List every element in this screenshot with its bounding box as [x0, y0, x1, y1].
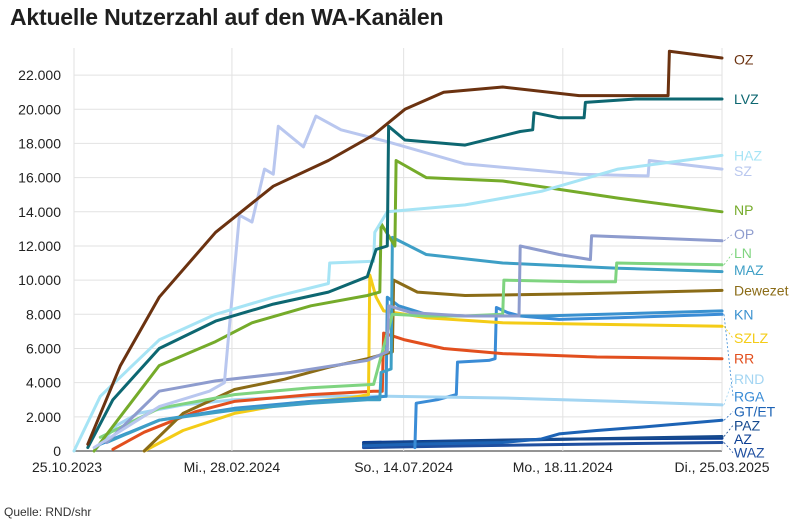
series-line-szlz [142, 273, 724, 453]
y-axis-tick-labels: 0 2.000 4.000 6.000 8.000 10.000 12.000 14.000 1… [18, 67, 61, 459]
x-tick-label: Mi., 28.02.2024 [184, 459, 281, 475]
series-label-leader [723, 314, 734, 397]
series-line-kn [98, 295, 724, 446]
series-line-gt-et [362, 418, 724, 448]
series-label: RGA [734, 388, 765, 404]
series-label-leader [723, 326, 734, 339]
series-label-leader [723, 379, 734, 405]
series-label-leader [723, 411, 734, 421]
series-label: RR [734, 351, 754, 367]
series-label: LVZ [734, 91, 759, 107]
y-tick-label: 14.000 [18, 204, 61, 220]
y-tick-label: 10.000 [18, 272, 61, 288]
y-tick-label: 12.000 [18, 238, 61, 254]
series-line-rr [111, 331, 724, 451]
series-label-leader [723, 425, 734, 437]
series-label: LN [734, 245, 752, 261]
series-label: MAZ [734, 262, 764, 278]
series-label-leader [723, 233, 734, 242]
series-line-sz [92, 114, 724, 450]
series-label: WAZ [734, 445, 765, 461]
y-tick-label: 16.000 [18, 170, 61, 186]
y-tick-label: 0 [53, 443, 61, 459]
series-label: KN [734, 306, 753, 322]
y-tick-label: 6.000 [26, 340, 61, 356]
series-label: RND [734, 371, 764, 387]
series-label-leader [723, 442, 734, 453]
series-label: NP [734, 202, 753, 218]
x-tick-label: 25.10.2023 [32, 459, 102, 475]
x-tick-label: So., 14.07.2024 [354, 459, 453, 475]
series-label: SZLZ [734, 330, 769, 346]
series-line-haz [72, 153, 724, 453]
y-tick-label: 2.000 [26, 409, 61, 425]
series-label: GT/ET [734, 404, 776, 420]
series-lines [72, 49, 724, 453]
series-label: OP [734, 226, 754, 242]
series-label: AZ [734, 431, 752, 447]
x-axis-tick-labels: 25.10.2023 Mi., 28.02.2024 So., 14.07.2024… [32, 459, 770, 475]
series-label: Dewezet [734, 282, 789, 298]
series-label: PAZ [734, 417, 761, 433]
grid-lines [73, 48, 723, 452]
series-line-np [92, 159, 724, 453]
series-label-leader [723, 252, 734, 265]
y-tick-label: 20.000 [18, 101, 61, 117]
chart-title: Aktuelle Nutzerzahl auf den WA-Kanälen [10, 4, 444, 30]
x-tick-label: Di., 25.03.2025 [675, 459, 770, 475]
x-tick-label: Mo., 18.11.2024 [513, 459, 613, 475]
series-label: HAZ [734, 147, 762, 163]
y-tick-label: 22.000 [18, 67, 61, 83]
source-note: Quelle: RND/shr [4, 505, 92, 519]
y-tick-label: 8.000 [26, 306, 61, 322]
series-line-maz [105, 235, 724, 444]
y-tick-label: 18.000 [18, 135, 61, 151]
series-line-oz [86, 49, 724, 446]
series-line-op [105, 234, 724, 444]
series-line-rga [413, 306, 724, 450]
y-tick-label: 4.000 [26, 375, 61, 391]
series-line-lvz [86, 97, 724, 450]
series-label: OZ [734, 52, 754, 68]
series-label: SZ [734, 163, 752, 179]
